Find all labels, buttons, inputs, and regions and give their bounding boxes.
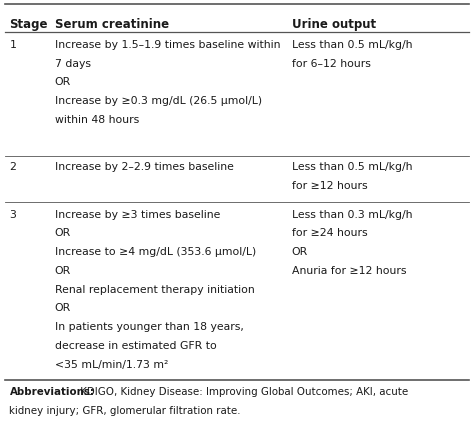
Text: Increase by 1.5–1.9 times baseline within: Increase by 1.5–1.9 times baseline withi…	[55, 40, 280, 50]
Text: within 48 hours: within 48 hours	[55, 115, 139, 125]
Text: Less than 0.5 mL/kg/h: Less than 0.5 mL/kg/h	[292, 40, 412, 50]
Text: Increase to ≥4 mg/dL (353.6 μmol/L): Increase to ≥4 mg/dL (353.6 μmol/L)	[55, 247, 256, 257]
Text: <35 mL/min/1.73 m²: <35 mL/min/1.73 m²	[55, 360, 168, 370]
Text: 7 days: 7 days	[55, 59, 91, 69]
Text: Abbreviations:: Abbreviations:	[9, 387, 94, 397]
Text: Serum creatinine: Serum creatinine	[55, 18, 169, 31]
Text: Less than 0.5 mL/kg/h: Less than 0.5 mL/kg/h	[292, 162, 412, 172]
Text: In patients younger than 18 years,: In patients younger than 18 years,	[55, 322, 243, 332]
Text: Stage: Stage	[9, 18, 48, 31]
Text: Urine output: Urine output	[292, 18, 375, 31]
Text: Increase by ≥3 times baseline: Increase by ≥3 times baseline	[55, 210, 220, 220]
Text: OR: OR	[55, 266, 71, 276]
Text: Anuria for ≥12 hours: Anuria for ≥12 hours	[292, 266, 406, 276]
Text: for 6–12 hours: for 6–12 hours	[292, 59, 370, 69]
Text: Renal replacement therapy initiation: Renal replacement therapy initiation	[55, 285, 254, 295]
Text: for ≥24 hours: for ≥24 hours	[292, 229, 367, 238]
Text: OR: OR	[292, 247, 308, 257]
Text: Increase by 2–2.9 times baseline: Increase by 2–2.9 times baseline	[55, 162, 233, 172]
Text: 1: 1	[9, 40, 17, 50]
Text: Increase by ≥0.3 mg/dL (26.5 μmol/L): Increase by ≥0.3 mg/dL (26.5 μmol/L)	[55, 96, 262, 106]
Text: KDIGO, Kidney Disease: Improving Global Outcomes; AKI, acute: KDIGO, Kidney Disease: Improving Global …	[77, 387, 408, 397]
Text: for ≥12 hours: for ≥12 hours	[292, 181, 367, 191]
Text: kidney injury; GFR, glomerular filtration rate.: kidney injury; GFR, glomerular filtratio…	[9, 406, 241, 416]
Text: decrease in estimated GFR to: decrease in estimated GFR to	[55, 341, 216, 351]
Text: 3: 3	[9, 210, 17, 220]
Text: OR: OR	[55, 77, 71, 88]
Text: Less than 0.3 mL/kg/h: Less than 0.3 mL/kg/h	[292, 210, 412, 220]
Text: OR: OR	[55, 229, 71, 238]
Text: OR: OR	[55, 304, 71, 313]
Text: 2: 2	[9, 162, 17, 172]
